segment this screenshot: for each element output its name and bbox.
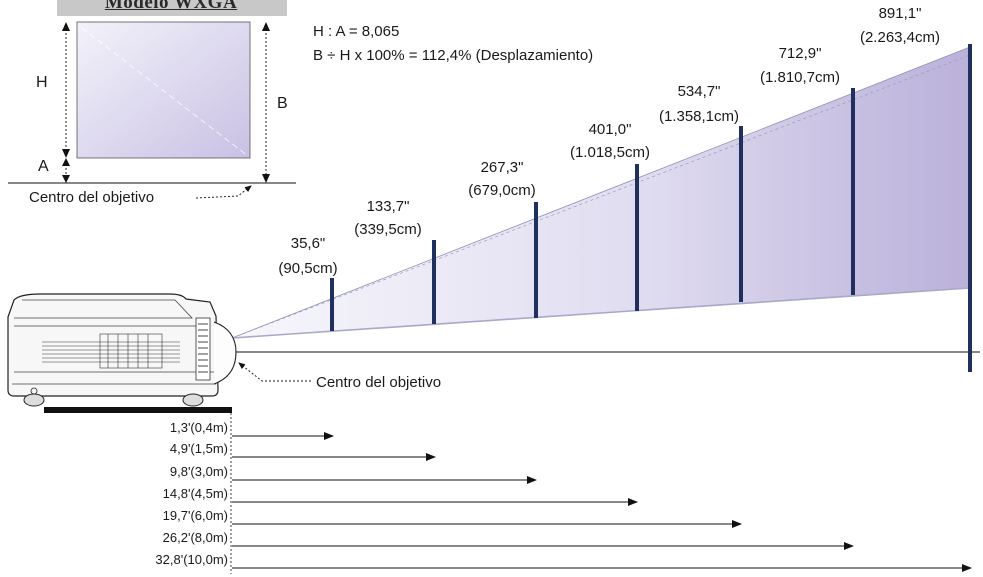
screen-size-cm: (90,5cm) — [278, 260, 337, 277]
screen-size-cm: (679,0cm) — [468, 182, 536, 199]
a-arrow-top-icon — [62, 158, 70, 166]
screen-size-cm: (2.263,4cm) — [860, 29, 940, 46]
distance-label: 9,8'(3,0m) — [170, 464, 228, 479]
distance-label: 1,3'(0,4m) — [170, 420, 228, 435]
b-label: B — [277, 95, 288, 112]
distance-arrows: 1,3'(0,4m) 4,9'(1,5m) 9,8'(3,0m) 14,8'(4,5m… — [155, 420, 972, 572]
diagram-title: Modelo WXGA — [104, 0, 238, 13]
screen-size-inches: 267,3" — [481, 159, 524, 176]
screen-size-cm: (1.358,1cm) — [659, 108, 739, 125]
b-arrow-bottom-icon — [262, 174, 270, 183]
distance-label: 32,8'(10,0m) — [155, 552, 228, 567]
screen-bar — [739, 126, 743, 302]
h-arrow-bottom-icon — [62, 149, 70, 158]
size-labels: 35,6" (90,5cm) 133,7" (339,5cm) 267,3" (679,0… — [278, 5, 940, 277]
distance-label: 4,9'(1,5m) — [170, 441, 228, 456]
screen-bar — [851, 88, 855, 295]
screen-bar — [432, 240, 436, 324]
offset-inset: H A B Centro del objetivo — [8, 21, 296, 206]
screen-bar — [330, 278, 334, 331]
screen-markers — [330, 44, 972, 372]
lens-center-label: Centro del objetivo — [316, 374, 441, 391]
a-label: A — [38, 158, 49, 175]
a-arrow-bottom-icon — [62, 175, 70, 183]
screen-bar — [534, 202, 538, 318]
screen-size-cm: (1.018,5cm) — [570, 144, 650, 161]
screen-bar — [968, 44, 972, 372]
screen-size-cm: (1.810,7cm) — [760, 69, 840, 86]
projector-icon — [7, 293, 237, 407]
h-label: H — [36, 74, 48, 91]
beam-top-edge — [231, 46, 971, 339]
projector-lens — [213, 321, 237, 385]
inset-lens-center-label: Centro del objetivo — [29, 189, 154, 206]
lens-center-leader — [238, 362, 311, 382]
ratio-formula: H : A = 8,065 — [313, 23, 399, 40]
base-bar — [44, 407, 232, 413]
inset-diagonal — [81, 27, 249, 157]
h-arrow-top-icon — [62, 22, 70, 31]
inset-screen — [76, 21, 251, 159]
screen-bar — [635, 164, 639, 311]
title-tab — [57, 0, 287, 16]
b-arrow-top-icon — [262, 22, 270, 31]
screen-size-inches: 35,6" — [291, 235, 326, 252]
screen-size-inches: 401,0" — [589, 121, 632, 138]
screen-size-cm: (339,5cm) — [354, 221, 422, 238]
offset-formula: B ÷ H x 100% = 112,4% (Desplazamiento) — [313, 47, 593, 64]
inset-leader — [195, 185, 252, 199]
distance-label: 14,8'(4,5m) — [163, 486, 228, 501]
screen-size-inches: 534,7" — [678, 83, 721, 100]
screen-size-inches: 133,7" — [367, 198, 410, 215]
distance-label: 19,7'(6,0m) — [163, 508, 228, 523]
screen-size-inches: 712,9" — [779, 45, 822, 62]
distance-label: 26,2'(8,0m) — [163, 530, 228, 545]
screen-size-inches: 891,1" — [879, 5, 922, 22]
beam-bottom-edge — [231, 287, 971, 339]
